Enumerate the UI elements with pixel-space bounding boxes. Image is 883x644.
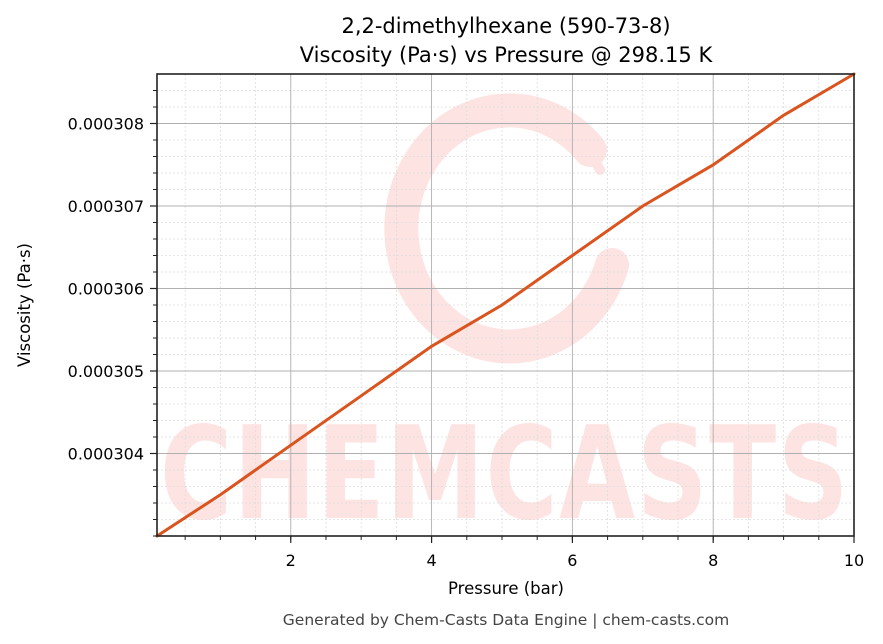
x-axis-label: Pressure (bar) [448,579,564,598]
y-tick-label: 0.000305 [68,362,144,381]
plot-area: CHEMCASTS [155,72,856,549]
x-tick-label: 8 [708,551,718,570]
y-tick-label: 0.000307 [68,197,144,216]
data-line [155,72,856,538]
grid-major [157,74,855,536]
x-tick-label: 2 [286,551,296,570]
x-tick-label: 4 [426,551,436,570]
watermark-logo: CHEMCASTS [160,93,850,549]
x-axis: 2 4 6 8 10 [184,536,864,570]
y-tick-label: 0.000306 [68,280,144,299]
watermark-text: CHEMCASTS [160,400,850,549]
footer-credit: Generated by Chem-Casts Data Engine | ch… [283,611,729,629]
y-axis-label: Viscosity (Pa·s) [15,243,34,367]
x-tick-label: 10 [844,551,864,570]
chart-title-line2: Viscosity (Pa·s) vs Pressure @ 298.15 K [300,43,714,67]
y-tick-label: 0.000308 [68,115,144,134]
y-tick-label: 0.000304 [68,445,144,464]
chart-title-line1: 2,2-dimethylhexane (590-73-8) [341,14,670,38]
y-axis: 0.000304 0.000305 0.000306 0.000307 0.000308 [68,90,157,537]
x-tick-label: 6 [567,551,577,570]
